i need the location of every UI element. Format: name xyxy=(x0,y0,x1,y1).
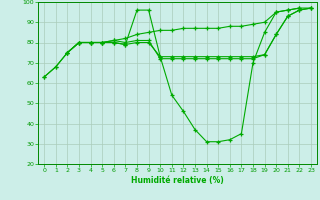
X-axis label: Humidité relative (%): Humidité relative (%) xyxy=(131,176,224,185)
